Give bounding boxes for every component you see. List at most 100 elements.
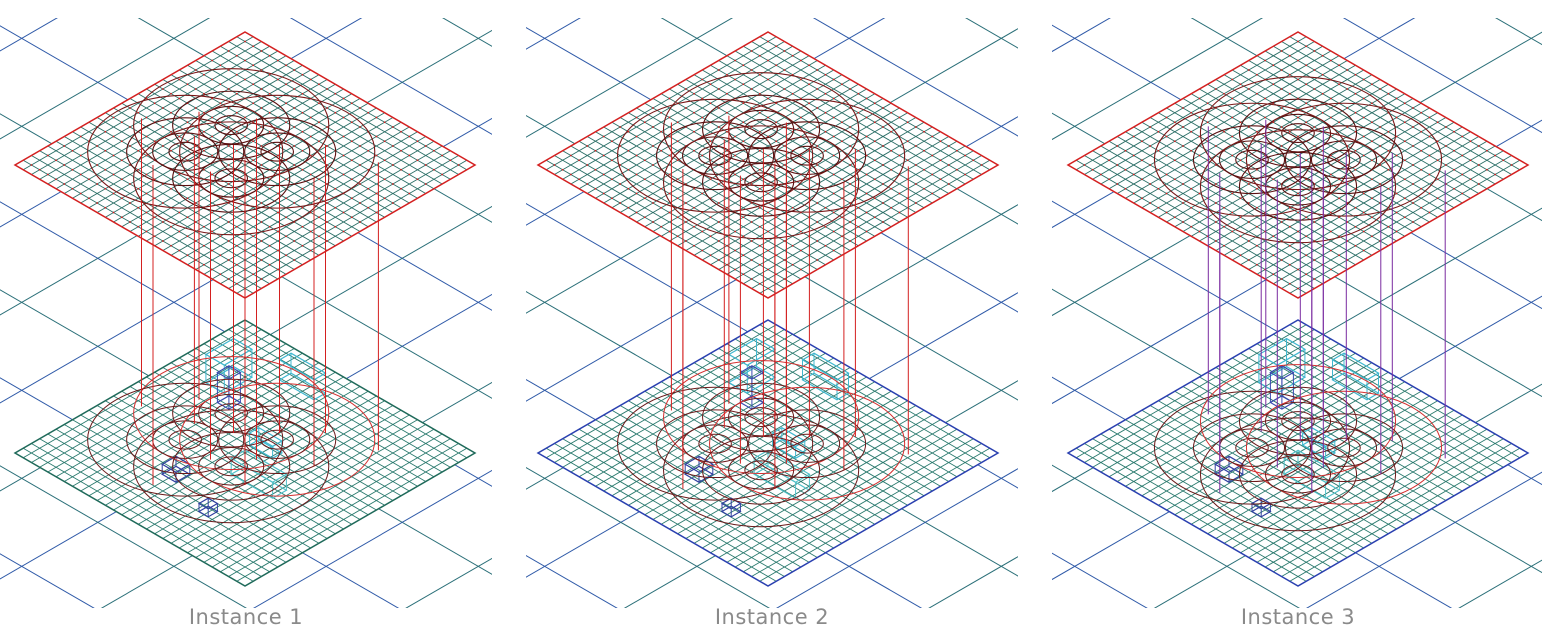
grid-dot [783,259,786,261]
grid-dot [1214,202,1217,204]
grid-dot [400,149,402,152]
grid-dot [602,192,605,195]
grid-line [195,136,426,270]
grid-dot [1362,192,1365,195]
grid-dot [1477,145,1480,147]
grid-dot [391,202,394,204]
grid-dot [832,97,835,100]
grid-line [1182,98,1414,232]
grid-dot [882,221,884,223]
grid-line [1190,102,1422,237]
grid-dot [203,92,205,95]
grid-dot [1297,192,1299,195]
grid-dot [816,69,819,71]
grid-line [554,443,785,577]
grid-dot [1157,187,1160,190]
grid-dot [260,259,263,261]
grid-line [734,433,966,568]
grid-dot [1247,107,1250,109]
grid-line [236,159,468,294]
grid-dot [635,154,638,157]
grid-line [228,443,459,577]
grid-line [80,414,311,549]
grid-line [64,136,295,270]
grid-dot [569,173,572,176]
grid-dot [1247,202,1250,204]
grid-dot [1272,159,1275,162]
grid-dot [1338,216,1340,219]
grid-dot [1280,107,1283,109]
grid-dot [750,50,753,52]
grid-dot [391,145,394,147]
grid-dot [635,173,638,176]
grid-dot [578,178,580,181]
grid-dot [602,173,605,176]
grid-dot [318,159,320,162]
grid-dot [211,211,214,214]
grid-dot [1108,178,1110,181]
grid-line [162,405,394,539]
grid-dot [652,183,654,185]
grid-dot [137,149,140,152]
grid-dot [709,216,712,219]
grid-dot [252,159,255,162]
iso-circle [744,407,778,427]
grid-dot [1288,92,1291,95]
grid-dot [1264,116,1267,119]
grid-dot [947,183,950,185]
iso-circle [663,360,860,475]
grid-dot [1231,97,1234,100]
grid-dot [1182,202,1184,204]
grid-dot [602,135,605,138]
grid-dot [709,235,712,238]
grid-dot [1247,183,1250,185]
grid-line [685,405,917,539]
grid-dot [170,225,172,228]
grid-dot [799,192,802,195]
grid-dot [252,273,255,276]
grid-dot [890,187,893,190]
grid-dot [964,154,967,157]
iso-grid [1066,31,1530,299]
grid-dot [334,206,337,209]
grid-dot [1297,116,1299,119]
iso-circle [728,450,795,490]
grid-dot [882,126,884,128]
grid-dot [334,92,337,95]
grid-dot [334,187,337,190]
grid-dot [400,130,402,133]
grid-dot [268,130,271,133]
grid-line [1289,447,1521,582]
grid-dot [252,235,255,238]
grid-dot [1256,111,1258,114]
grid-dot [235,187,238,190]
grid-dot [301,225,304,228]
grid-dot [120,121,123,124]
grid-line [228,155,459,289]
grid-dot [1297,211,1299,214]
grid-dot [865,135,868,138]
grid-dot [326,202,329,204]
grid-dot [791,225,794,228]
iso-circle [1327,149,1361,170]
grid-dot [1403,216,1406,219]
grid-dot [1346,221,1349,223]
grid-dot [849,126,852,128]
iso-circle [1199,417,1397,532]
grid-dot [1453,187,1455,190]
grid-dot [824,168,827,171]
grid-dot [742,273,745,276]
grid-line [137,390,369,525]
grid-dot [824,206,827,209]
grid-dot [268,244,271,247]
grid-dot [841,83,843,86]
grid-line [595,419,826,554]
grid-dot [742,159,745,162]
grid-dot [1354,149,1357,152]
grid-dot [660,206,663,209]
grid-dot [726,263,728,266]
grid-dot [235,73,238,76]
grid-dot [832,116,835,119]
grid-dot [553,164,556,166]
grid-dot [170,92,172,95]
